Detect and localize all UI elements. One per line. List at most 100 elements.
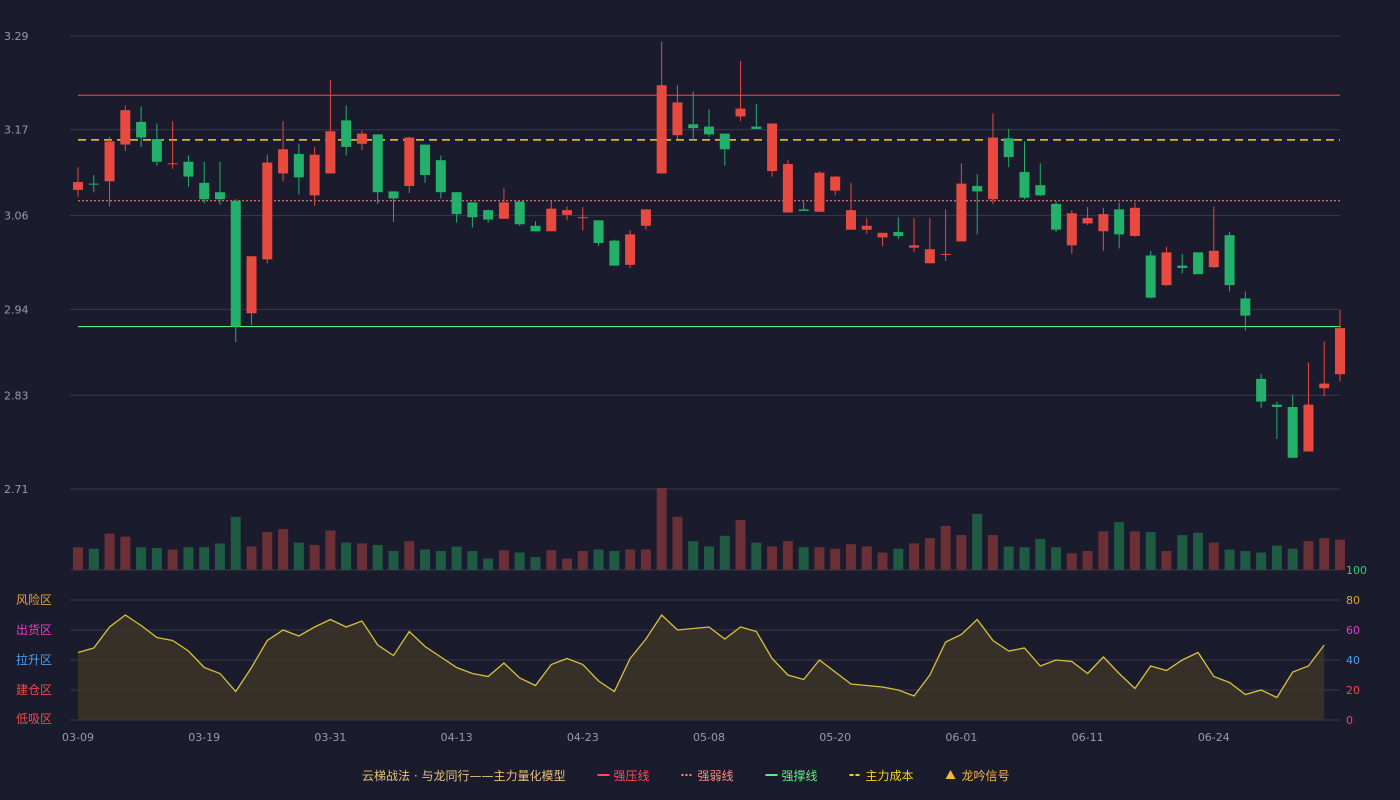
volume-bar — [861, 546, 872, 570]
candle-body — [420, 144, 431, 176]
candle — [404, 136, 415, 193]
volume-bar — [830, 548, 841, 570]
candle — [167, 121, 178, 169]
volume-bar — [293, 542, 304, 570]
candle-body — [893, 232, 904, 236]
volume-bar — [104, 533, 115, 570]
volume-bar — [435, 551, 446, 570]
volume-bar — [1035, 538, 1046, 570]
candle — [562, 206, 573, 221]
candle-body — [735, 108, 746, 117]
candle-body — [325, 131, 336, 174]
volume-bar — [199, 547, 210, 570]
candle — [467, 202, 478, 228]
candle — [1145, 250, 1156, 299]
candle-body — [940, 253, 951, 255]
volume-bar — [183, 547, 194, 570]
candle-body — [1019, 171, 1030, 198]
legend-item-龙吟信号: 龙吟信号 — [945, 768, 1010, 783]
volume-bar — [1271, 545, 1282, 570]
legend-item-强压线: 强压线 — [597, 769, 649, 783]
indicator-tick-label: 80 — [1346, 594, 1360, 607]
indicator-tick-label: 40 — [1346, 654, 1360, 667]
volume-bar — [1003, 546, 1014, 570]
candle-body — [1177, 265, 1188, 268]
indicator-tick-label: 20 — [1346, 684, 1360, 697]
volume-bar — [751, 542, 762, 570]
candle — [909, 217, 920, 253]
candle — [1161, 246, 1172, 286]
volume-bar — [514, 552, 525, 570]
candle-body — [1098, 214, 1109, 232]
volume-bar — [262, 532, 273, 570]
legend-triangle-icon — [945, 770, 956, 779]
volume-bar — [1208, 542, 1219, 570]
candle-body — [782, 164, 793, 213]
indicator-area — [78, 615, 1325, 720]
candle — [877, 232, 888, 247]
candle-body — [514, 201, 525, 225]
candle — [388, 191, 399, 222]
volume-bar — [877, 552, 888, 570]
price-tick-label: 2.94 — [4, 303, 29, 316]
volume-bar — [546, 550, 557, 570]
candle-body — [1193, 252, 1204, 275]
zone-label: 拉升区 — [16, 652, 52, 667]
volume-bar — [577, 551, 588, 570]
candle-body — [593, 220, 604, 243]
candle — [356, 130, 367, 151]
volume-bar — [341, 542, 352, 570]
candle-body — [372, 134, 383, 193]
candle — [136, 106, 147, 147]
candle — [278, 121, 289, 182]
volume-bar — [73, 547, 83, 570]
candle — [1051, 201, 1062, 233]
candle — [625, 230, 636, 268]
candle — [1303, 362, 1314, 452]
candle — [483, 209, 494, 223]
candle-body — [104, 141, 115, 182]
x-tick-label: 04-23 — [567, 731, 599, 744]
volume-bar — [1019, 547, 1030, 570]
x-tick-label: 06-11 — [1072, 731, 1104, 744]
candle-body — [120, 110, 131, 145]
volume-bar — [1051, 547, 1062, 570]
candle-body — [230, 200, 241, 327]
candle-body — [609, 240, 620, 266]
candle — [199, 161, 210, 204]
candle — [325, 79, 336, 174]
candle-body — [704, 126, 714, 135]
candlesticks — [73, 41, 1345, 458]
candle-body — [861, 225, 872, 230]
x-tick-label: 04-13 — [441, 731, 473, 744]
volume-bar — [1145, 532, 1156, 570]
candle — [120, 105, 131, 151]
candle — [530, 221, 541, 232]
price-tick-label: 3.17 — [4, 124, 29, 137]
volume-bar — [767, 546, 778, 570]
candle-body — [1271, 404, 1282, 407]
candle — [861, 217, 872, 234]
price-tick-label: 2.71 — [4, 483, 29, 496]
candle — [1208, 206, 1219, 268]
candle-body — [688, 124, 699, 129]
x-axis-labels: 03-09 03-19 03-31 04-13 04-23 05-08 05-20 06-01… — [62, 731, 1230, 744]
volume-bar — [1177, 535, 1188, 570]
candle — [972, 174, 983, 235]
candle — [1319, 341, 1330, 397]
volume-bar — [404, 541, 415, 570]
volume-bar — [845, 544, 856, 570]
volume-bar — [688, 541, 699, 570]
candle — [1256, 374, 1267, 408]
candle — [309, 146, 320, 206]
candle-body — [356, 133, 367, 144]
volume-bar — [278, 529, 289, 570]
x-tick-label: 05-08 — [693, 731, 725, 744]
candle-body — [404, 137, 415, 186]
volume-bar — [1161, 551, 1172, 570]
candle — [814, 171, 825, 212]
indicator-series — [77, 613, 1325, 720]
legend[interactable]: 云梯战法 · 与龙同行——主力量化模型 强压线 强弱线 强撑线 主力成本 龙吟信号 — [362, 768, 1010, 783]
volume-bar — [1240, 551, 1251, 570]
candle — [609, 239, 620, 266]
